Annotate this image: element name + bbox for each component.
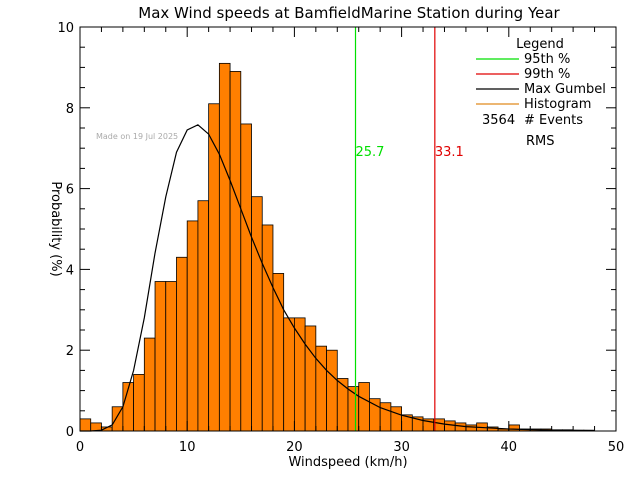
x-tick-label: 0 <box>76 440 84 455</box>
histogram-bar <box>283 317 295 432</box>
histogram-bar <box>336 378 349 432</box>
x-axis-label: Windspeed (km/h) <box>288 455 407 470</box>
histogram-bar <box>251 196 263 432</box>
x-axis-ticks: 0 10 20 30 40 50 <box>76 27 624 455</box>
legend-events-count: 3564 <box>482 113 515 128</box>
watermark-text: Made on 19 Jul 2025 <box>96 132 178 141</box>
y-tick-label: 10 <box>57 21 74 36</box>
histogram-bar <box>358 382 370 432</box>
x-tick-label: 40 <box>501 440 518 455</box>
histogram-bar <box>133 374 145 432</box>
histogram-bar <box>186 220 199 432</box>
histogram-bar <box>444 420 456 432</box>
x-tick-label: 30 <box>393 440 410 455</box>
histogram-bar <box>197 200 210 432</box>
y-tick-label: 4 <box>66 263 74 278</box>
histogram-bar <box>390 406 403 432</box>
histogram-bar <box>465 424 478 432</box>
histogram-bar <box>261 224 274 432</box>
legend-events-label: # Events <box>524 113 583 128</box>
histogram-bar <box>369 398 381 432</box>
histogram-bar <box>165 281 177 432</box>
legend-item-label: Histogram <box>524 97 591 112</box>
histogram-bar <box>293 317 306 432</box>
p99-value-label: 33.1 <box>435 145 464 160</box>
histogram-bar <box>79 418 92 432</box>
legend-rms-label: RMS <box>526 134 555 149</box>
histogram-bar <box>240 123 252 432</box>
legend-item-label: Max Gumbel <box>524 82 606 97</box>
x-tick-label: 20 <box>286 440 303 455</box>
y-tick-label: 8 <box>66 102 74 117</box>
legend-item-label: 99th % <box>524 67 570 82</box>
y-tick-label: 6 <box>66 183 74 198</box>
histogram-bar <box>176 256 188 432</box>
histogram-bar <box>315 345 327 432</box>
y-tick-label: 2 <box>66 344 74 359</box>
y-axis-label: Probability (%) <box>48 181 63 276</box>
gumbel-curve <box>80 124 595 432</box>
y-tick-label: 0 <box>66 425 74 440</box>
x-tick-label: 10 <box>179 440 196 455</box>
legend-item-label: 95th % <box>524 52 570 67</box>
histogram-bar <box>272 273 285 432</box>
histogram-bar <box>229 71 242 432</box>
chart-title: Max Wind speeds at BamfieldMarine Statio… <box>138 4 560 22</box>
x-tick-label: 50 <box>608 440 625 455</box>
histogram-bar <box>143 337 156 432</box>
legend-title: Legend <box>516 37 564 52</box>
y-axis-ticks: 0 2 4 6 8 10 <box>57 21 616 440</box>
histogram-bar <box>508 424 520 432</box>
histogram-bar <box>379 402 392 432</box>
histogram-bar <box>154 281 167 432</box>
histogram-bar <box>326 349 338 432</box>
histogram-bar <box>218 62 231 432</box>
histogram-bar <box>208 103 220 432</box>
p95-value-label: 25.7 <box>356 145 385 160</box>
histogram-bar <box>304 325 317 432</box>
